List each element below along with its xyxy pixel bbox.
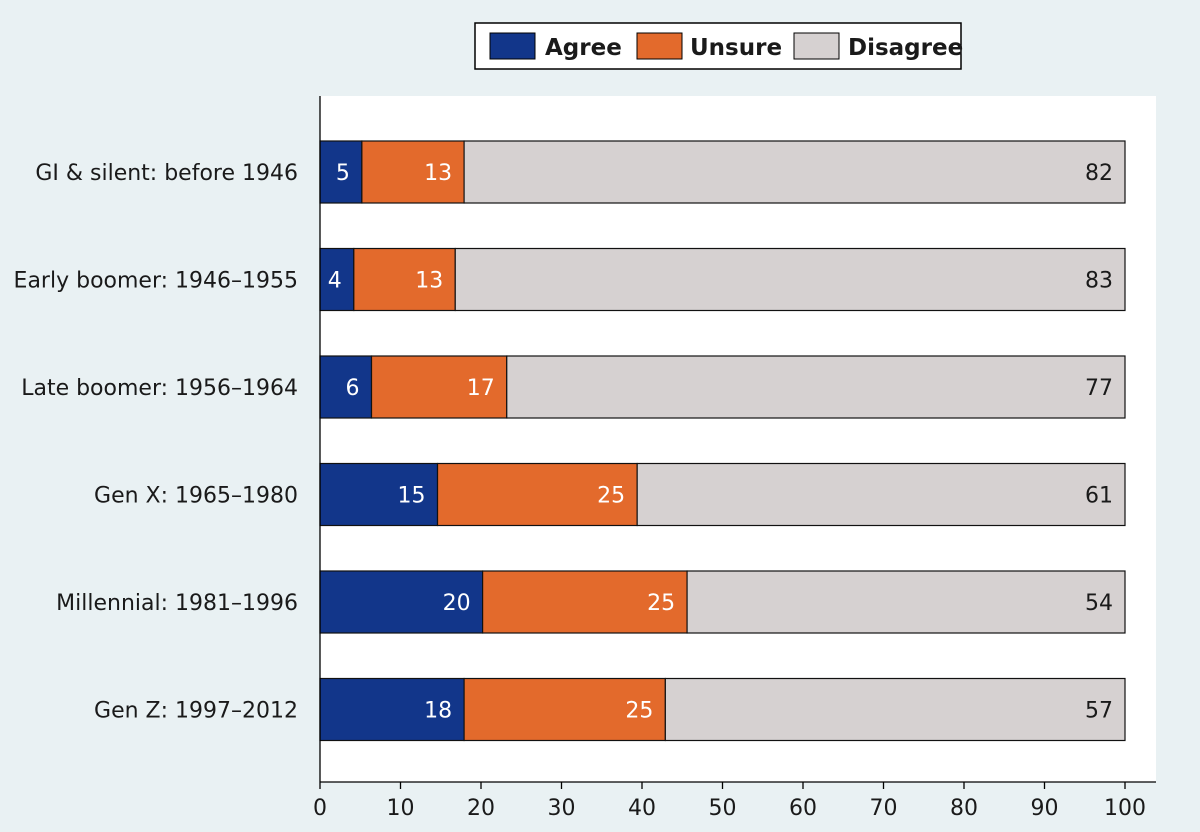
value-label-unsure: 25 [625,699,653,724]
x-tick-label: 90 [1031,796,1059,821]
value-label-disagree: 54 [1085,591,1113,616]
x-tick-label: 70 [870,796,898,821]
bar-disagree [506,355,1126,419]
value-label-unsure: 25 [647,591,675,616]
axes: 0 10 20 30 40 50 60 70 80 90 100 [313,96,1156,821]
category-label: Millennial: 1981–1996 [56,591,298,616]
x-tick-label: 40 [628,796,656,821]
x-tick-label: 20 [467,796,495,821]
bar-agree [319,247,355,312]
value-label-agree: 5 [336,161,350,186]
value-label-agree: 15 [398,484,426,509]
legend-box [474,22,962,70]
bars-group: GI & silent: before 1946 5 13 82 Early boome… [14,140,1126,742]
x-tick-label: 60 [789,796,817,821]
value-label-disagree: 61 [1085,484,1113,509]
legend-label-unsure: Unsure [690,35,782,61]
value-label-disagree: 77 [1085,376,1113,401]
category-label: Gen X: 1965–1980 [94,484,298,509]
bar-disagree [664,677,1126,742]
x-tick-label: 30 [548,796,576,821]
legend-swatch-disagree [793,32,840,60]
x-tick-label: 80 [950,796,978,821]
legend-label-agree: Agree [545,35,622,61]
value-label-unsure: 25 [597,484,625,509]
bar-disagree [686,570,1126,634]
legend-swatch-unsure [636,32,683,60]
value-label-agree: 18 [424,699,452,724]
legend-label-disagree: Disagree [848,35,963,61]
value-label-disagree: 83 [1085,269,1113,294]
bar-unsure [482,570,688,634]
value-label-unsure: 13 [415,269,443,294]
x-tick-label: 100 [1104,796,1146,821]
value-label-agree: 20 [443,591,471,616]
category-label: GI & silent: before 1946 [35,161,298,186]
bar-disagree [454,247,1126,312]
value-label-agree: 4 [328,269,342,294]
legend-swatch-agree [489,32,536,60]
category-label: Early boomer: 1946–1955 [14,269,298,294]
legend: Agree Unsure Disagree [474,22,963,70]
x-tick-label: 0 [313,796,327,821]
bar-disagree [636,462,1126,527]
category-label: Gen Z: 1997–2012 [94,699,298,724]
bar-agree [319,355,373,419]
bar-unsure [370,355,508,419]
bar-unsure [361,140,465,204]
value-label-disagree: 57 [1085,699,1113,724]
bar-disagree [463,140,1126,204]
value-label-unsure: 17 [467,376,495,401]
plot-area [320,96,1156,782]
value-label-unsure: 13 [424,161,452,186]
value-label-disagree: 82 [1085,161,1113,186]
bar-unsure [353,247,456,312]
bar-agree [319,677,465,742]
category-label: Late boomer: 1956–1964 [21,376,298,401]
value-label-agree: 6 [346,376,360,401]
bar-agree [319,462,439,527]
bar-unsure [436,462,638,527]
x-tick-label: 50 [709,796,737,821]
x-tick-label: 10 [387,796,415,821]
